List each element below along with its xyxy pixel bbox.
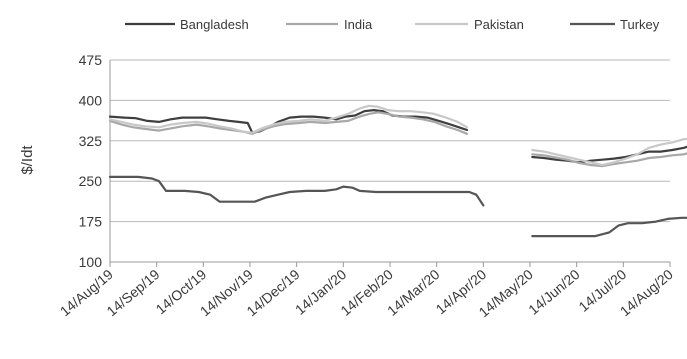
legend-label-pakistan: Pakistan xyxy=(474,17,524,32)
x-tick-labels: 14/Aug/1914/Sep/1914/Oct/1914/Nov/1914/D… xyxy=(57,266,676,320)
y-axis-title: $/Idt xyxy=(19,145,36,175)
y-tick-label: 400 xyxy=(79,92,103,108)
legend: Bangladesh India Pakistan Turkey xyxy=(125,17,660,32)
legend-label-india: India xyxy=(344,17,373,32)
x-tick-label: 14/Jun/20 xyxy=(525,266,583,318)
series-line-turkey xyxy=(108,175,485,207)
series-line-pakistan xyxy=(531,137,687,167)
legend-label-bangladesh: Bangladesh xyxy=(180,17,249,32)
x-tick-label: 14/Dec/19 xyxy=(243,266,302,319)
y-tick-label: 250 xyxy=(79,173,103,189)
legend-label-turkey: Turkey xyxy=(620,17,660,32)
y-tick-label: 325 xyxy=(79,133,103,149)
x-tick-label: 14/Mar/20 xyxy=(384,266,443,319)
axes xyxy=(109,60,671,267)
y-tick-labels: 100 175 250 325 400 475 xyxy=(79,52,103,270)
y-tick-label: 100 xyxy=(79,254,103,270)
y-tick-label: 175 xyxy=(79,214,103,230)
series-lines xyxy=(108,104,687,238)
series-line-india xyxy=(531,152,687,168)
x-tick-label: 14/Aug/20 xyxy=(617,266,676,319)
series-line-pakistan xyxy=(108,104,469,134)
series-line-turkey xyxy=(531,216,687,238)
x-tick-label: 14/Sep/19 xyxy=(103,266,162,319)
series-line-india xyxy=(108,111,469,135)
series-line-bangladesh xyxy=(531,145,687,164)
y-tick-label: 475 xyxy=(79,52,103,68)
